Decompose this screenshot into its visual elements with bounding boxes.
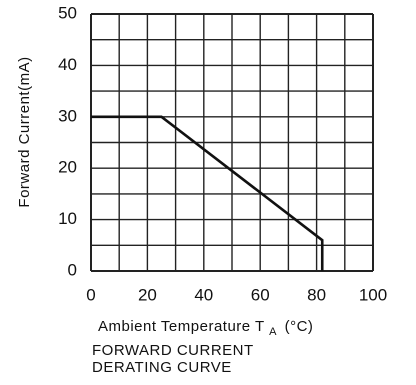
y-tick-label: 30: [58, 106, 77, 125]
caption-line-1: FORWARD CURRENT: [92, 342, 254, 359]
y-tick-labels: 0 10 20 30 40 50: [58, 3, 77, 279]
x-axis-title-unit: (°C): [285, 318, 314, 335]
y-axis-title: Forward Current(mA): [16, 56, 33, 207]
y-tick-label: 40: [58, 55, 77, 74]
caption-line-2: DERATING CURVE: [92, 359, 232, 376]
y-tick-label: 20: [58, 158, 77, 177]
x-tick-labels: 0 20 40 60 80 100: [86, 285, 387, 304]
x-tick-label: 60: [251, 285, 270, 304]
derating-curve-line: [91, 115, 324, 271]
series-layer: [90, 115, 324, 272]
x-tick-label: 100: [359, 285, 387, 304]
x-tick-label: 80: [307, 285, 326, 304]
x-axis-title-subscript: A: [269, 326, 277, 338]
x-tick-label: 20: [138, 285, 157, 304]
y-tick-label: 50: [58, 3, 77, 22]
x-tick-label: 40: [194, 285, 213, 304]
x-tick-label: 0: [86, 285, 95, 304]
x-axis-title: Ambient Temperature T A (°C): [98, 318, 313, 339]
y-tick-label: 0: [68, 260, 77, 279]
grid: [90, 13, 374, 272]
y-tick-label: 10: [58, 209, 77, 228]
x-axis-title-main: Ambient Temperature T: [98, 318, 264, 335]
